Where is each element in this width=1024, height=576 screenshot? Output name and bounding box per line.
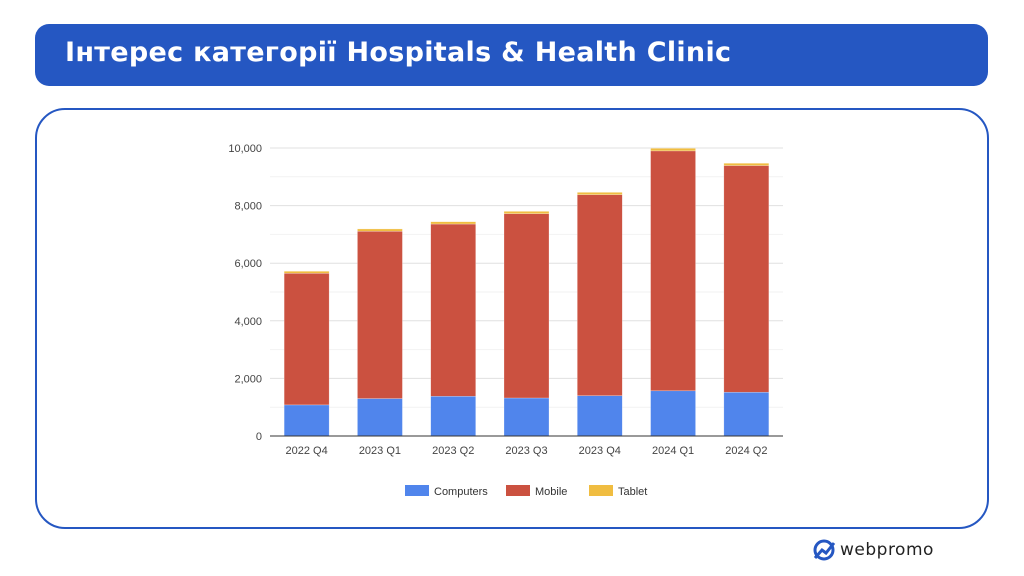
legend-swatch-computers bbox=[405, 485, 429, 496]
bar-tablet bbox=[357, 228, 403, 232]
bar-tablet bbox=[650, 148, 696, 152]
bar-tablet bbox=[283, 271, 330, 274]
legend-swatch-tablet bbox=[589, 485, 613, 496]
x-tick-label: 2023 Q1 bbox=[359, 445, 401, 457]
y-tick-label: 10,000 bbox=[228, 143, 262, 155]
y-tick-label: 6,000 bbox=[234, 258, 262, 270]
title-banner: Інтерес категорії Hospitals & Health Cli… bbox=[35, 24, 988, 86]
bar-mobile bbox=[650, 150, 696, 392]
bar-computers bbox=[430, 396, 476, 437]
brand-name: webpromo bbox=[840, 540, 934, 560]
logo-icon bbox=[813, 539, 836, 561]
legend-label-tablet: Tablet bbox=[618, 486, 647, 498]
bar-computers bbox=[283, 404, 330, 437]
bar-computers bbox=[503, 397, 550, 437]
x-tick-label: 2024 Q2 bbox=[725, 445, 767, 457]
bar-tablet bbox=[430, 221, 476, 225]
bar-computers bbox=[650, 390, 696, 437]
bar-computers bbox=[723, 391, 770, 437]
legend-label-mobile: Mobile bbox=[535, 486, 567, 498]
bar-mobile bbox=[503, 213, 550, 399]
x-tick-label: 2024 Q1 bbox=[652, 445, 694, 457]
chart-card bbox=[35, 108, 989, 529]
legend-swatch-mobile bbox=[506, 485, 530, 496]
bar-computers bbox=[357, 398, 403, 437]
y-tick-label: 0 bbox=[256, 431, 262, 443]
x-tick-label: 2022 Q4 bbox=[286, 445, 328, 457]
webpromo-logo: webpromo bbox=[812, 538, 934, 562]
bar-mobile bbox=[723, 165, 770, 393]
y-tick-label: 4,000 bbox=[234, 316, 262, 328]
bar-mobile bbox=[430, 223, 476, 397]
x-tick-label: 2023 Q3 bbox=[505, 445, 547, 457]
y-tick-label: 8,000 bbox=[234, 201, 262, 213]
bar-mobile bbox=[577, 194, 623, 396]
page-title: Інтерес категорії Hospitals & Health Cli… bbox=[65, 37, 732, 68]
bar-tablet bbox=[577, 192, 623, 195]
bar-mobile bbox=[283, 273, 330, 406]
legend-label-computers: Computers bbox=[434, 486, 488, 498]
bar-mobile bbox=[357, 230, 403, 399]
x-tick-label: 2023 Q4 bbox=[579, 445, 621, 457]
bar-tablet bbox=[503, 211, 550, 214]
bar-tablet bbox=[723, 163, 770, 166]
x-tick-label: 2023 Q2 bbox=[432, 445, 474, 457]
bar-computers bbox=[577, 395, 623, 437]
y-tick-label: 2,000 bbox=[234, 373, 262, 385]
